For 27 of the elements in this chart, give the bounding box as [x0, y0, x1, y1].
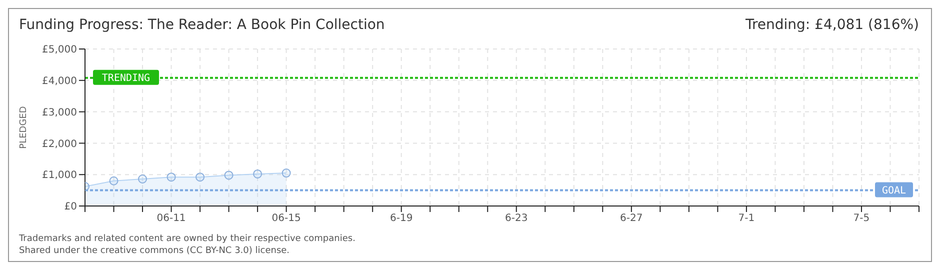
y-tick-label: £5,000 [42, 44, 77, 56]
x-tick-label: 6-27 [620, 213, 643, 224]
point [282, 168, 291, 178]
point [196, 172, 205, 182]
y-tick-label: £4,000 [42, 76, 77, 87]
y-tick-label: £2,000 [42, 138, 77, 150]
x-tick-label: 7-5 [853, 213, 870, 224]
y-tick-label: £3,000 [42, 107, 77, 118]
x-tick-label: 7-1 [738, 213, 755, 224]
point [253, 169, 262, 178]
ref-line-label: GOAL [882, 185, 906, 196]
y-tick-label: £1,000 [42, 170, 77, 182]
point [224, 170, 234, 180]
x-tick-label: 06-11 [156, 213, 186, 224]
x-tick-label: 6-23 [505, 213, 528, 224]
text: Shared under the creative commons (CC BY-NC 3.0) license. [19, 245, 291, 257]
point [109, 176, 118, 186]
chart-subtitle: Trending: £4,081 (816%) [745, 17, 919, 33]
y-axis-title: PLEDGED [19, 106, 30, 149]
x-tick-label: 06-15 [272, 213, 301, 224]
y-tick-label: £0 [64, 202, 77, 213]
ref-line-label: TRENDING [102, 72, 150, 84]
text: Trademarks and related content are owned by their respective companies. [19, 233, 356, 245]
x-tick-label: 6-19 [390, 213, 413, 224]
chart-title: Funding Progress: The Reader: A Book Pin Collection [19, 17, 385, 33]
point [138, 174, 148, 184]
point [166, 172, 176, 182]
